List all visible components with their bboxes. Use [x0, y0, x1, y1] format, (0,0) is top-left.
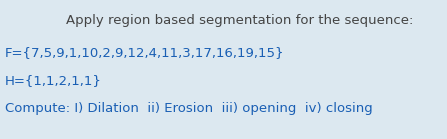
Text: F={7,5,9,1,10,2,9,12,4,11,3,17,16,19,15}: F={7,5,9,1,10,2,9,12,4,11,3,17,16,19,15}: [5, 46, 284, 59]
Text: Apply region based segmentation for the sequence:: Apply region based segmentation for the …: [66, 14, 413, 27]
Text: Compute: I) Dilation  ii) Erosion  iii) opening  iv) closing: Compute: I) Dilation ii) Erosion iii) op…: [5, 102, 373, 115]
Text: H={1,1,2,1,1}: H={1,1,2,1,1}: [5, 74, 102, 87]
